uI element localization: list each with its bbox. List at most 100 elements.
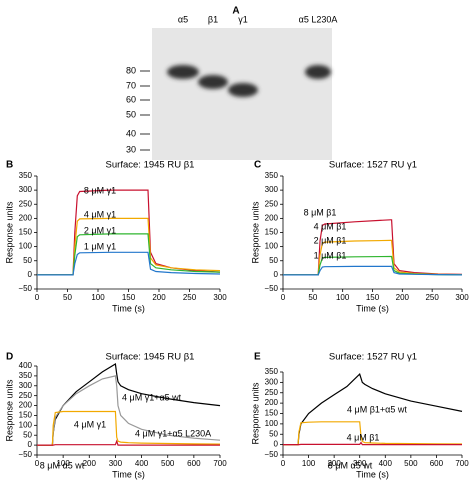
series-label: 8 μM β1 [304,207,337,217]
x-axis-label: Time (s) [356,303,389,313]
series-label: 4 μM γ1+α5 wt [122,392,182,402]
x-tick-label: 250 [425,293,439,302]
y-tick-label: 0 [274,440,279,449]
chart-title: Surface: 1527 RU γ1 [329,160,417,171]
x-axis-label: Time (s) [112,303,145,313]
x-tick-label: 150 [366,293,380,302]
chart-title: Surface: 1527 RU γ1 [329,352,417,363]
x-tick-label: 200 [152,293,166,302]
x-tick-label: 600 [187,459,201,468]
x-tick-label: 300 [353,459,367,468]
y-tick-label: 0 [28,440,33,449]
y-tick-label: 350 [265,171,279,180]
x-tick-label: 0 [35,459,40,468]
x-tick-label: 0 [281,293,286,302]
y-tick-label: 150 [265,228,279,237]
y-tick-label: 250 [265,199,279,208]
y-tick-label: −50 [264,284,278,293]
gel-band [228,83,258,97]
y-tick-label: 300 [19,185,33,194]
series-label: 8 μM α5 wt [40,460,85,470]
series-line [283,219,463,276]
y-tick-label: 100 [19,242,33,251]
series-label: 4 μM β1 [314,221,347,231]
y-tick-label: 100 [19,420,33,429]
x-axis-label: Time (s) [112,469,145,479]
y-tick-label: 50 [269,256,278,265]
y-tick-label: 200 [19,213,33,222]
y-tick-label: 100 [265,419,279,428]
x-tick-label: 50 [308,293,317,302]
series-line [37,410,221,446]
series-line [37,217,221,276]
series-label: 1 μM β1 [314,250,347,260]
gel-band [167,65,199,79]
series-label: 4 μM β1+α5 wt [347,404,407,414]
y-tick-label: 0 [274,270,279,279]
x-tick-label: 250 [183,293,197,302]
series-line [283,441,462,446]
x-tick-label: 100 [91,293,105,302]
x-tick-label: 500 [404,459,418,468]
y-tick-label: −50 [18,450,32,459]
series-label: 2 μM β1 [314,235,347,245]
x-tick-label: 300 [213,293,227,302]
y-tick-label: 200 [265,398,279,407]
y-tick-label: 50 [23,256,32,265]
x-tick-label: 200 [396,293,410,302]
chart-title: Surface: 1945 RU β1 [106,160,195,171]
series-line [283,421,463,446]
y-tick-label: 50 [23,430,32,439]
x-tick-label: 150 [122,293,136,302]
y-tick-label: 250 [19,199,33,208]
y-tick-label: 300 [265,185,279,194]
chart-title: Surface: 1945 RU β1 [106,352,195,363]
marker-label: 40 [126,128,136,138]
y-tick-label: −50 [264,450,278,459]
panel-label: C [254,160,261,171]
x-tick-label: 100 [336,293,350,302]
y-tick-label: 250 [265,388,279,397]
x-tick-label: 700 [455,459,469,468]
x-tick-label: 500 [161,459,175,468]
y-tick-label: 50 [269,429,278,438]
lane-label: β1 [208,14,218,24]
gel-band [198,75,228,89]
series-label: 1 μM γ1 [84,241,116,251]
y-tick-label: 0 [28,270,33,279]
series-line [37,439,220,446]
x-tick-label: 700 [213,459,227,468]
x-tick-label: 400 [379,459,393,468]
series-label: 4 μM γ1 [74,419,106,429]
y-tick-label: 250 [19,391,33,400]
x-tick-label: 300 [455,293,469,302]
lane-label: α5 L230A [299,14,338,24]
gel-band [305,65,331,79]
series-label: 8 μM γ1 [84,185,116,195]
marker-label: 50 [126,109,136,119]
y-tick-label: 400 [19,361,33,370]
series-line [283,255,463,276]
series-label: 2 μM γ1 [84,225,116,235]
marker-label: 60 [126,94,136,104]
y-tick-label: 350 [265,367,279,376]
marker-label: 80 [126,65,136,75]
x-axis-label: Time (s) [356,469,389,479]
x-tick-label: 400 [135,459,149,468]
x-tick-label: 100 [302,459,316,468]
marker-label: 70 [126,80,136,90]
y-tick-label: 350 [19,371,33,380]
y-tick-label: 150 [265,409,279,418]
series-label: 4 μM γ1 [84,209,116,219]
y-axis-label: Response units [4,201,14,264]
y-tick-label: 200 [19,401,33,410]
series-label: 8 μM α5 wt [328,460,373,470]
series-line [37,189,221,276]
series-line [37,233,221,276]
panel-label: B [6,160,13,171]
marker-label: 30 [126,144,136,154]
y-tick-label: 150 [19,228,33,237]
series-label: 4 μM γ1+α5 L230A [135,428,211,438]
lane-label: α5 [178,14,188,24]
